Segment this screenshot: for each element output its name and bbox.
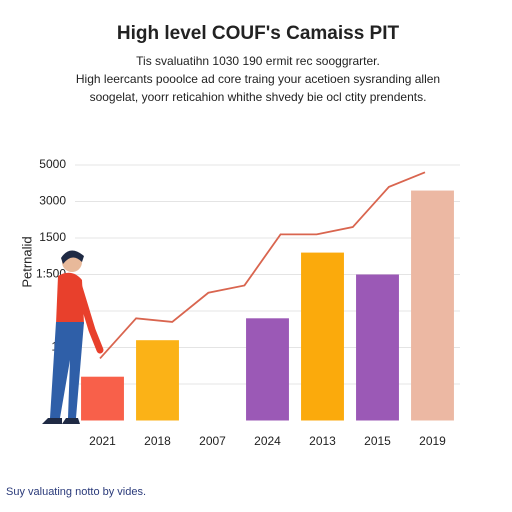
y-tick-label: 5000 (39, 157, 66, 171)
subtitle: soogelat, yoorr reticahion whithe shvedy… (90, 90, 427, 104)
plot-area: 01S11:5001500300050002021201820072024201… (36, 157, 460, 448)
x-tick-label: 2015 (364, 434, 391, 448)
x-tick-label: 2024 (254, 434, 281, 448)
footer: Suy valuating notto by vides. (6, 486, 146, 498)
x-tick-label: 2021 (89, 434, 116, 448)
person-illustration (42, 250, 104, 424)
bar (301, 252, 344, 421)
trend-line (99, 171, 426, 360)
x-tick-label: 2018 (144, 434, 171, 448)
bar (136, 340, 179, 421)
subtitle: High leercants pooolce ad core traing yo… (76, 72, 440, 86)
chart-title: High level COUF's Camaiss PIT (117, 23, 400, 44)
y-tick-label: 3000 (39, 194, 66, 208)
y-tick-label: 1500 (39, 230, 66, 244)
x-tick-label: 2007 (199, 434, 226, 448)
bar (81, 376, 124, 421)
x-tick-label: 2019 (419, 434, 446, 448)
bar (246, 318, 289, 421)
y-axis-label: Petrnalid (19, 236, 34, 287)
x-tick-label: 2013 (309, 434, 336, 448)
bar (411, 190, 454, 421)
subtitle: Tis svaluatihn 1030 190 ermit rec sooggr… (136, 54, 380, 68)
bar (356, 274, 399, 421)
